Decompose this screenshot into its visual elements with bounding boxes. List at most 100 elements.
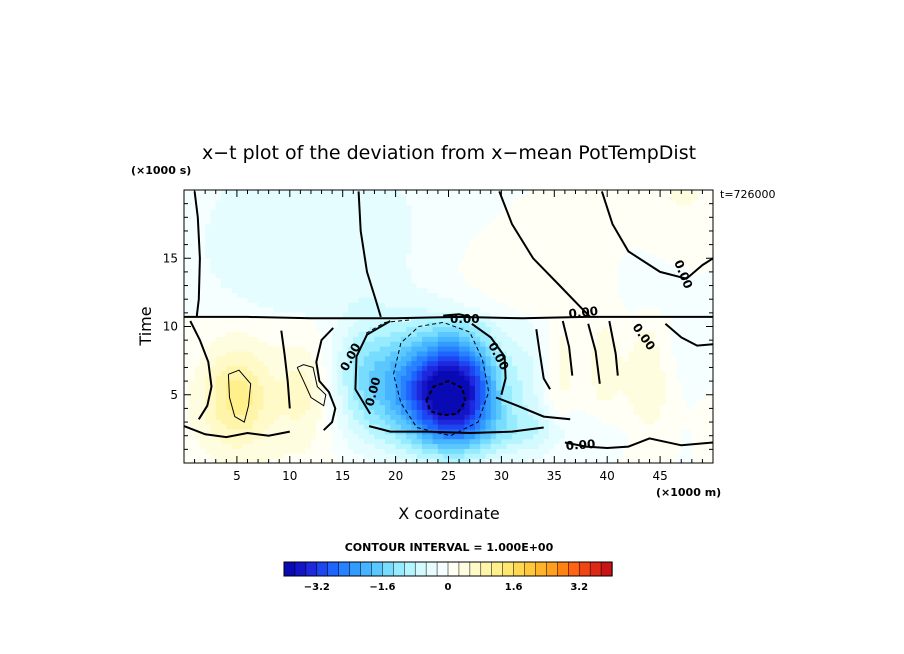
heatmap-cell — [628, 277, 635, 284]
heatmap-cell — [437, 448, 444, 454]
heatmap-cell — [337, 229, 344, 235]
heatmap-cell — [586, 292, 592, 298]
heatmap-cell — [633, 243, 640, 250]
heatmap-cell — [385, 224, 391, 230]
heatmap-cell — [586, 409, 592, 415]
heatmap-cell — [575, 311, 582, 318]
heatmap-cell — [623, 326, 629, 332]
heatmap-cell — [511, 224, 518, 230]
heatmap-cell — [427, 282, 434, 289]
heatmap-cell — [273, 194, 280, 201]
heatmap-cell — [607, 233, 614, 240]
heatmap-cell — [437, 253, 444, 259]
heatmap-cell — [474, 199, 481, 206]
heatmap-cell — [189, 365, 196, 371]
heatmap-cell — [342, 316, 349, 323]
heatmap-cell — [305, 438, 312, 445]
heatmap-cell — [554, 297, 561, 303]
heatmap-cell — [623, 399, 629, 406]
heatmap-cell — [205, 316, 212, 323]
heatmap-cell — [406, 209, 413, 215]
heatmap-cell — [517, 204, 524, 211]
heatmap-cell — [199, 194, 206, 201]
heatmap-cell — [236, 204, 243, 211]
heatmap-cell — [459, 277, 465, 284]
heatmap-cell — [501, 268, 508, 274]
heatmap-cell — [480, 268, 487, 274]
heatmap-cell — [464, 287, 471, 293]
heatmap-cell — [443, 316, 450, 323]
heatmap-cell — [221, 370, 227, 376]
heatmap-cell — [295, 272, 301, 279]
heatmap-cell — [369, 350, 376, 357]
heatmap-cell — [448, 190, 455, 196]
heatmap-cell — [210, 409, 217, 415]
heatmap-cell — [215, 214, 222, 220]
heatmap-cell — [385, 355, 391, 362]
heatmap-cell — [411, 433, 418, 440]
heatmap-cell — [273, 321, 280, 328]
heatmap-cell — [332, 433, 339, 440]
heatmap-cell — [369, 380, 376, 386]
heatmap-cell — [623, 438, 629, 445]
heatmap-cell — [485, 438, 492, 445]
heatmap-cell — [591, 268, 598, 274]
heatmap-cell — [215, 404, 222, 410]
heatmap-cell — [623, 248, 629, 254]
heatmap-cell — [638, 277, 645, 284]
heatmap-cell — [617, 360, 624, 367]
heatmap-cell — [443, 399, 450, 406]
heatmap-cell — [517, 458, 524, 463]
heatmap-cell — [469, 438, 476, 445]
heatmap-cell — [586, 214, 592, 220]
heatmap-cell — [559, 311, 566, 318]
heatmap-cell — [612, 253, 619, 259]
heatmap-cell — [221, 458, 227, 463]
heatmap-cell — [221, 438, 227, 445]
heatmap-cell — [268, 438, 275, 445]
heatmap-cell — [258, 365, 264, 371]
heatmap-cell — [252, 380, 259, 386]
heatmap-cell — [242, 424, 249, 430]
heatmap-cell — [221, 214, 227, 220]
heatmap-cell — [538, 389, 545, 396]
heatmap-cell — [459, 375, 465, 381]
heatmap-cell — [400, 229, 407, 235]
heatmap-cell — [226, 438, 233, 445]
heatmap-cell — [633, 419, 640, 425]
heatmap-cell — [549, 394, 555, 401]
heatmap-cell — [242, 326, 249, 332]
heatmap-cell — [543, 282, 550, 289]
heatmap-cell — [279, 258, 286, 264]
heatmap-cell — [205, 229, 212, 235]
heatmap-cell — [252, 360, 259, 367]
heatmap-cell — [221, 248, 227, 254]
y-unit-label: (×1000 s) — [131, 164, 191, 177]
heatmap-cell — [459, 199, 465, 206]
heatmap-cell — [358, 258, 365, 264]
heatmap-cell — [400, 209, 407, 215]
chart-title: x−t plot of the deviation from x−mean Po… — [202, 142, 696, 164]
heatmap-cell — [633, 292, 640, 298]
heatmap-cell — [236, 253, 243, 259]
heatmap-cell — [215, 316, 222, 323]
heatmap-cell — [474, 258, 481, 264]
heatmap-cell — [416, 399, 423, 406]
heatmap-cell — [596, 419, 603, 425]
heatmap-cell — [295, 404, 301, 410]
heatmap-cell — [385, 380, 391, 386]
heatmap-cell — [321, 331, 328, 337]
heatmap-cell — [221, 277, 227, 284]
heatmap-cell — [236, 287, 243, 293]
heatmap-cell — [422, 326, 428, 332]
heatmap-cell — [543, 199, 550, 206]
heatmap-cell — [347, 292, 354, 298]
heatmap-cell — [517, 326, 524, 332]
heatmap-cell — [390, 272, 397, 279]
heatmap-cell — [184, 399, 190, 406]
heatmap-cell — [649, 389, 656, 396]
heatmap-cell — [284, 263, 291, 269]
heatmap-cell — [268, 448, 275, 454]
heatmap-cell — [236, 243, 243, 250]
heatmap-cell — [527, 453, 534, 459]
